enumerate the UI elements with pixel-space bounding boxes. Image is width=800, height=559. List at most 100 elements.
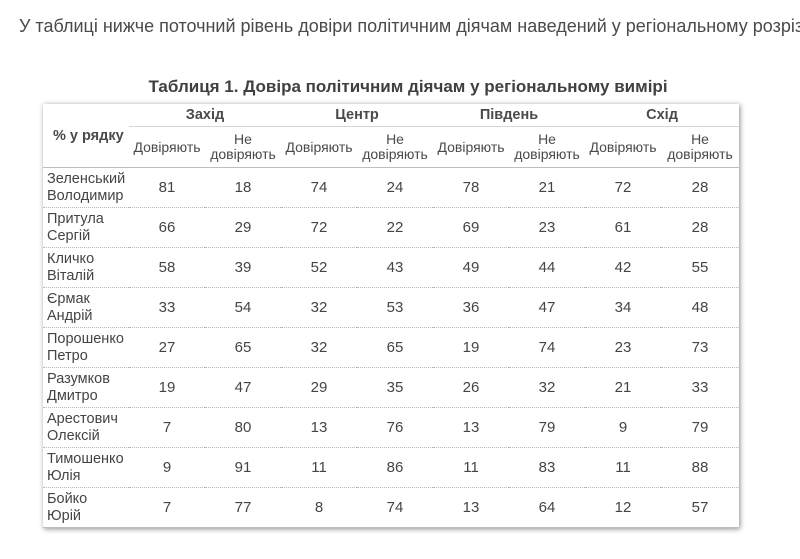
politician-name: Бойко Юрій bbox=[43, 487, 129, 528]
value-cell: 23 bbox=[585, 327, 662, 368]
value-cell: 79 bbox=[509, 407, 586, 448]
subheader-distrust-line1: Не bbox=[538, 131, 556, 147]
value-cell: 23 bbox=[509, 207, 586, 248]
value-cell: 48 bbox=[661, 287, 740, 328]
politician-surname: Разумков bbox=[47, 370, 110, 387]
value-cell: 32 bbox=[281, 287, 358, 328]
subheader-distrust-line2: довіряють bbox=[514, 146, 580, 162]
value-cell: 53 bbox=[357, 287, 434, 328]
table-row: Притула Сергій 66 29 72 22 69 23 61 28 bbox=[43, 207, 740, 248]
politician-name: Зеленський Володимир bbox=[43, 167, 129, 208]
subheader-trust: Довіряють bbox=[285, 138, 353, 155]
value-cell: 65 bbox=[357, 327, 434, 368]
value-cell: 79 bbox=[661, 407, 740, 448]
politician-surname: Порошенко bbox=[47, 330, 124, 347]
politician-surname: Кличко bbox=[47, 250, 95, 267]
value-cell: 81 bbox=[129, 167, 205, 208]
politician-given-name: Юлія bbox=[47, 467, 81, 484]
value-cell: 34 bbox=[585, 287, 662, 328]
value-cell: 72 bbox=[281, 207, 358, 248]
value-cell: 26 bbox=[433, 367, 510, 408]
value-cell: 12 bbox=[585, 487, 662, 528]
value-cell: 66 bbox=[129, 207, 205, 248]
politician-surname: Притула bbox=[47, 210, 104, 227]
politician-name: Єрмак Андрій bbox=[43, 287, 129, 328]
value-cell: 57 bbox=[661, 487, 740, 528]
value-cell: 74 bbox=[357, 487, 434, 528]
subheader-distrust: Не довіряють bbox=[357, 127, 433, 168]
value-cell: 28 bbox=[661, 167, 740, 208]
subheader-distrust: Не довіряють bbox=[509, 127, 585, 168]
trust-table: % у рядку Захід Центр Південь Схід Довір… bbox=[43, 104, 740, 528]
table-row: Арестович Олексій 7 80 13 76 13 79 9 79 bbox=[43, 407, 740, 448]
politician-name: Кличко Віталій bbox=[43, 247, 129, 288]
politician-surname: Тимошенко bbox=[47, 450, 124, 467]
subheader-distrust-line1: Не bbox=[234, 131, 252, 147]
table-row: Разумков Дмитро 19 47 29 35 26 32 21 33 bbox=[43, 367, 740, 408]
value-cell: 73 bbox=[661, 327, 740, 368]
value-cell: 86 bbox=[357, 447, 434, 488]
value-cell: 72 bbox=[585, 167, 662, 208]
value-cell: 18 bbox=[205, 167, 282, 208]
value-cell: 27 bbox=[129, 327, 205, 368]
region-header-row: % у рядку Захід Центр Південь Схід bbox=[43, 104, 740, 144]
value-cell: 11 bbox=[281, 447, 358, 488]
subheader-distrust-line2: довіряють bbox=[667, 146, 733, 162]
value-cell: 9 bbox=[129, 447, 205, 488]
politician-name: Порошенко Петро bbox=[43, 327, 129, 368]
value-cell: 55 bbox=[661, 247, 740, 288]
region-header-center: Центр bbox=[281, 104, 434, 127]
value-cell: 47 bbox=[205, 367, 282, 408]
value-cell: 43 bbox=[357, 247, 434, 288]
table-row: Кличко Віталій 58 39 52 43 49 44 42 55 bbox=[43, 247, 740, 288]
value-cell: 49 bbox=[433, 247, 510, 288]
politician-given-name: Дмитро bbox=[47, 387, 98, 404]
politician-surname: Бойко bbox=[47, 490, 88, 507]
value-cell: 19 bbox=[129, 367, 205, 408]
value-cell: 61 bbox=[585, 207, 662, 248]
trust-table-container: % у рядку Захід Центр Південь Схід Довір… bbox=[43, 104, 740, 528]
politician-given-name: Олексій bbox=[47, 427, 100, 444]
politician-given-name: Володимир bbox=[47, 187, 124, 204]
politician-surname: Зеленський bbox=[47, 170, 126, 187]
value-cell: 11 bbox=[585, 447, 662, 488]
politician-name: Тимошенко Юлія bbox=[43, 447, 129, 488]
value-cell: 39 bbox=[205, 247, 282, 288]
value-cell: 80 bbox=[205, 407, 282, 448]
politician-name: Арестович Олексій bbox=[43, 407, 129, 448]
value-cell: 91 bbox=[205, 447, 282, 488]
subheader-trust: Довіряють bbox=[133, 138, 201, 155]
subheader-trust: Довіряють bbox=[437, 138, 505, 155]
politician-surname: Єрмак bbox=[47, 290, 90, 307]
value-cell: 52 bbox=[281, 247, 358, 288]
value-cell: 13 bbox=[433, 487, 510, 528]
value-cell: 7 bbox=[129, 407, 205, 448]
value-cell: 76 bbox=[357, 407, 434, 448]
table-row: Єрмак Андрій 33 54 32 53 36 47 34 48 bbox=[43, 287, 740, 328]
table-row: Бойко Юрій 7 77 8 74 13 64 12 57 bbox=[43, 487, 740, 528]
table-row: Зеленський Володимир 81 18 74 24 78 21 72 28 bbox=[43, 167, 740, 208]
table-body: Зеленський Володимир 81 18 74 24 78 21 72 28 Приту… bbox=[43, 167, 740, 528]
value-cell: 29 bbox=[281, 367, 358, 408]
value-cell: 44 bbox=[509, 247, 586, 288]
politician-given-name: Петро bbox=[47, 347, 88, 364]
subheader-trust: Довіряють bbox=[589, 138, 657, 155]
subheader-distrust: Не довіряють bbox=[205, 127, 281, 168]
value-cell: 77 bbox=[205, 487, 282, 528]
region-header-east: Схід bbox=[585, 104, 740, 127]
value-cell: 21 bbox=[585, 367, 662, 408]
politician-given-name: Сергій bbox=[47, 227, 91, 244]
politician-name: Разумков Дмитро bbox=[43, 367, 129, 408]
value-cell: 19 bbox=[433, 327, 510, 368]
table-row: Тимошенко Юлія 9 91 11 86 11 83 11 88 bbox=[43, 447, 740, 488]
subheader-distrust-line2: довіряють bbox=[210, 146, 276, 162]
subheader-row: Довіряють Не довіряють Довіряють Не довіряють… bbox=[43, 127, 739, 168]
table-row: Порошенко Петро 27 65 32 65 19 74 23 73 bbox=[43, 327, 740, 368]
value-cell: 33 bbox=[661, 367, 740, 408]
politician-name: Притула Сергій bbox=[43, 207, 129, 248]
value-cell: 24 bbox=[357, 167, 434, 208]
subheader-distrust-line2: довіряють bbox=[362, 146, 428, 162]
subheader-distrust: Не довіряють bbox=[661, 127, 739, 168]
value-cell: 64 bbox=[509, 487, 586, 528]
value-cell: 28 bbox=[661, 207, 740, 248]
